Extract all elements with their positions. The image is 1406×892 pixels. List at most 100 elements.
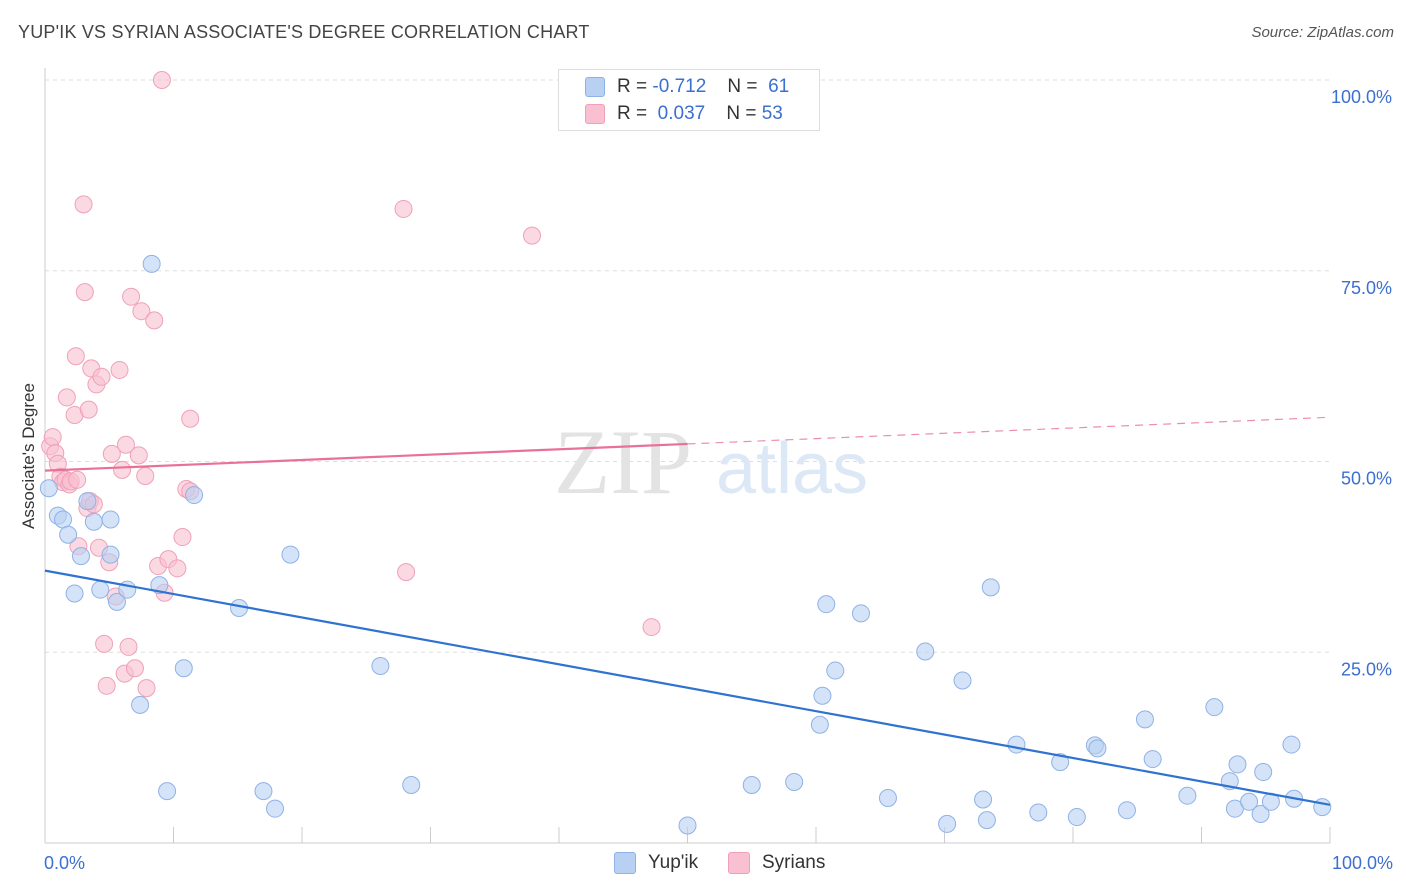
yupik-point [974, 790, 993, 809]
tick-labels: 25.0% 50.0% 75.0% 100.0% 0.0% 100.0% [44, 87, 1393, 873]
r-value: -0.712 [652, 76, 707, 97]
yupik-point [785, 772, 804, 791]
yupik-point [938, 814, 957, 833]
yupik-point [402, 776, 421, 795]
yupik-point [53, 510, 72, 529]
y-tick-label: 25.0% [1341, 659, 1392, 679]
yupik-trend-line [44, 569, 1331, 806]
yupik-point [59, 525, 78, 544]
x-tick-label: 0.0% [44, 853, 85, 873]
watermark-atlas: atlas [716, 429, 868, 509]
syrian-point [136, 466, 155, 485]
yupik-point [1254, 763, 1273, 782]
legend-row-syrian: R = 0.037 N = 53 [585, 101, 783, 127]
yupik-point [101, 545, 120, 564]
syrian-point [173, 528, 192, 547]
r-label: R = [617, 76, 648, 97]
n-value: 61 [768, 76, 790, 97]
legend-label-yupik: Yup'ik [648, 852, 699, 873]
syrian-point [79, 400, 98, 419]
yupik-point [678, 816, 697, 835]
yupik-point [185, 486, 204, 505]
syrian-point [75, 283, 94, 302]
yupik-point [142, 254, 161, 273]
yupik-swatch [585, 77, 605, 97]
yupik-point [742, 776, 761, 795]
yupik-point [1240, 792, 1259, 811]
syrian-point [110, 360, 129, 379]
yupik-point [1067, 808, 1086, 827]
syrian-point [523, 226, 542, 245]
syrian-point [116, 435, 135, 454]
grid-layer [45, 79, 1330, 653]
chart-title: YUP'IK VS SYRIAN ASSOCIATE'S DEGREE CORR… [18, 22, 590, 42]
legend-item-yupik[interactable]: Yup'ik [614, 852, 698, 874]
syrian-point [129, 446, 148, 465]
syrian-point [152, 71, 171, 89]
yupik-point [1029, 803, 1048, 822]
yupik-point [158, 782, 177, 801]
y-axis-label: Associate's Degree [19, 383, 38, 529]
syrian-point [145, 311, 164, 330]
r-label: R = [617, 103, 648, 124]
syrian-point [642, 618, 661, 637]
syrian-point [95, 634, 114, 653]
yupik-point [953, 671, 972, 690]
yupik-point [981, 578, 1000, 597]
syrian-point [97, 676, 116, 695]
n-label: N = [727, 76, 758, 97]
yupik-point [878, 788, 897, 807]
yupik-point [1228, 755, 1247, 774]
yupik-point [1117, 801, 1136, 820]
syrian-point [57, 388, 76, 407]
yupik-point [131, 695, 150, 714]
yupik-point [1088, 739, 1107, 758]
syrian-trend-line [44, 442, 688, 472]
syrian-point [68, 470, 87, 489]
yupik-point [1313, 798, 1332, 817]
yupik-point [371, 656, 390, 675]
syrian-swatch [585, 104, 605, 124]
legend-label-syrians: Syrians [762, 852, 826, 873]
yupik-point [101, 510, 120, 529]
syrian-point [394, 199, 413, 218]
yupik-point [1178, 786, 1197, 805]
yupik-point [1251, 805, 1270, 824]
yupik-point [91, 580, 110, 599]
syrian-point [43, 428, 62, 447]
r-value: 0.037 [657, 103, 706, 124]
yupik-point [1007, 735, 1026, 754]
syrian-points [41, 71, 661, 698]
trend-lines [44, 416, 1331, 806]
yupik-point [916, 642, 935, 661]
syrian-trend-extension [687, 416, 1331, 445]
yupik-point [107, 592, 126, 611]
legend-row-yupik: R = -0.712 N = 61 [585, 74, 789, 100]
y-tick-label: 50.0% [1341, 469, 1392, 489]
yupik-point [826, 661, 845, 680]
syrian-point [181, 409, 200, 428]
yupik-point [150, 576, 169, 595]
syrian-point [119, 637, 138, 656]
yupik-point [266, 799, 285, 818]
yupik-point [1205, 698, 1224, 717]
legend-item-syrians[interactable]: Syrians [728, 852, 825, 874]
yupik-point [281, 545, 300, 564]
yupik-swatch [614, 852, 636, 874]
n-label: N = [726, 103, 757, 124]
watermark: ZIP atlas [554, 411, 868, 513]
yupik-point [174, 659, 193, 678]
x-tick-label: 100.0% [1332, 853, 1393, 873]
syrian-point [92, 367, 111, 386]
yupik-point [1143, 750, 1162, 769]
yupik-point [810, 715, 829, 734]
syrian-point [137, 679, 156, 698]
y-tick-label: 75.0% [1341, 278, 1392, 298]
syrian-point [132, 302, 151, 321]
syrian-point [122, 287, 141, 306]
syrian-point [66, 347, 85, 366]
syrian-point [125, 659, 144, 678]
watermark-zip: ZIP [554, 411, 692, 513]
y-tick-label: 100.0% [1331, 87, 1392, 107]
yupik-point [813, 686, 832, 705]
